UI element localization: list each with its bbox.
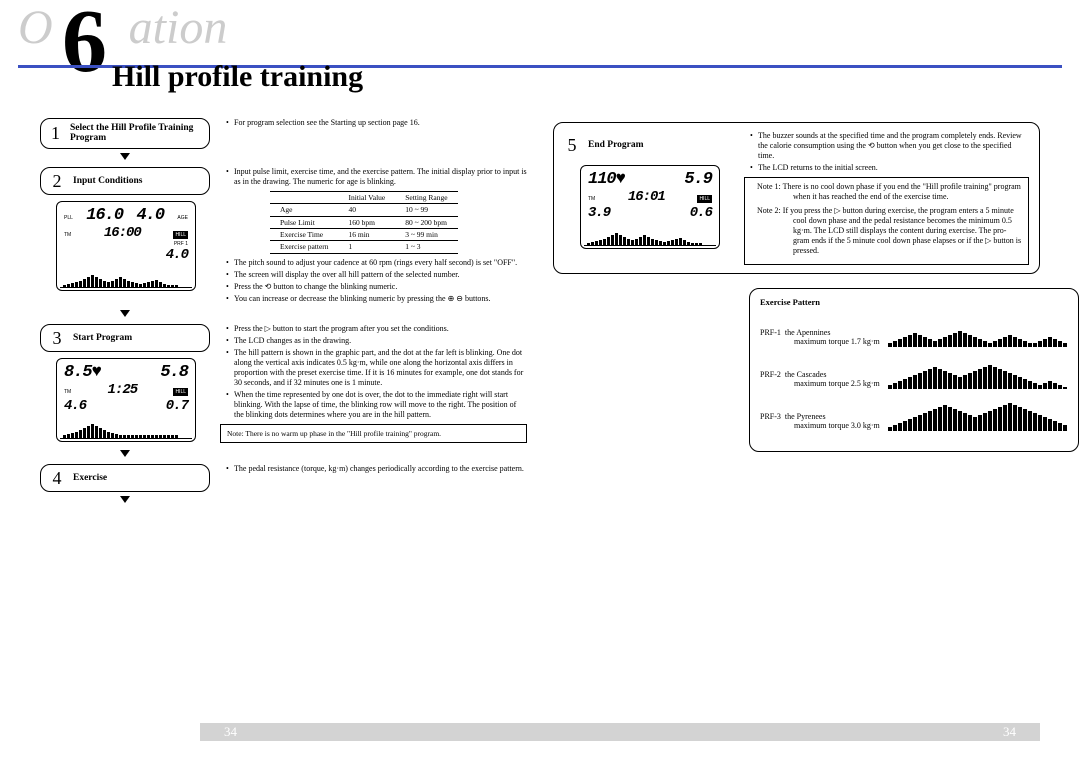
lcd-val: HILL — [697, 195, 712, 203]
lcd-val: 4.6 — [64, 398, 86, 414]
step-3-lcd: 8.5♥5.8 TM1:25HILL 4.60.7 — [56, 358, 196, 442]
step-1-num: 1 — [49, 124, 62, 142]
note-box: Note: There is no warm up phase in the "… — [220, 424, 527, 443]
arrow-icon — [40, 450, 210, 460]
page-title: Hill profile training — [112, 60, 363, 94]
lcd-val: 1:25 — [108, 382, 138, 398]
step-2-row: 2 Input Conditions PLL16.04.0AGE TM16:00… — [40, 167, 527, 306]
decor-suffix: ation — [129, 1, 228, 54]
step-1-pill: 1 Select the Hill Profile Training Progr… — [40, 118, 210, 149]
step-4-desc: The pedal resistance (torque, kg·m) chan… — [220, 464, 527, 476]
lcd-val: 0.6 — [690, 205, 712, 221]
exercise-pattern-box: Exercise Pattern PRF-1 the Apenninesmaxi… — [749, 288, 1079, 452]
bullet: The hill pattern is shown in the graphic… — [226, 348, 527, 388]
decor-o: O — [18, 1, 53, 54]
lcd-val: 4.0 — [136, 206, 164, 225]
bullet: Input pulse limit, exercise time, and th… — [226, 167, 527, 187]
lcd-val: 8.5♥ — [64, 363, 101, 382]
chapter-number: 6 — [62, 0, 107, 93]
arrow-icon — [40, 496, 210, 506]
arrow-icon — [40, 153, 210, 163]
bullet: The LCD returns to the initial screen. — [750, 163, 1029, 173]
step-5-label: End Program — [588, 140, 644, 150]
lcd-val: HILL — [173, 231, 188, 239]
step-1-desc: For program selection see the Starting u… — [220, 118, 527, 130]
step-4-label: Exercise — [73, 473, 107, 483]
step-2-desc: Input pulse limit, exercise time, and th… — [220, 167, 527, 306]
step-5-lcd: 110♥5.9 TM16:01HILL 3.90.6 — [580, 165, 720, 249]
step-5-pill: 5 End Program — [564, 131, 734, 159]
lcd-val: 4.0 — [166, 247, 188, 263]
step-3-num: 3 — [49, 329, 65, 347]
step-4-num: 4 — [49, 469, 65, 487]
bullet: The LCD changes as in the drawing. — [226, 336, 527, 346]
step-4-pill: 4 Exercise — [40, 464, 210, 492]
step-2-lcd: PLL16.04.0AGE TM16:00HILL PRF 1 4.0 — [56, 201, 196, 291]
note-box: Note 1: There is no cool down phase if y… — [744, 177, 1029, 265]
lcd-bars — [60, 417, 192, 439]
step-2-num: 2 — [49, 172, 65, 190]
chapter-decor: O 6 ation — [18, 0, 227, 55]
bullet: Press the ⟲ button to change the blinkin… — [226, 282, 527, 292]
bullet: When the time represented by one dot is … — [226, 390, 527, 420]
page-number-right: 34 — [979, 724, 1040, 740]
lcd-bars — [584, 224, 716, 246]
arrow-icon — [40, 310, 210, 320]
lcd-val: 110♥ — [588, 170, 625, 189]
step-3-pill: 3 Start Program — [40, 324, 210, 352]
conditions-table: Initial ValueSetting RangeAge4010 ~ 99Pu… — [270, 191, 458, 254]
bullet: You can increase or decrease the blinkin… — [226, 294, 527, 304]
lcd-val: 16.0 — [86, 206, 123, 225]
note-2: Note 2: If you press the ▷ button during… — [751, 206, 1022, 256]
step-1-label: Select the Hill Profile Training Program — [70, 123, 201, 144]
bullet: The pitch sound to adjust your cadence a… — [226, 258, 527, 268]
content-columns: 1 Select the Hill Profile Training Progr… — [40, 118, 1040, 510]
pattern-row: PRF-1 the Apenninesmaximum torque 1.7 kg… — [760, 315, 1068, 347]
step-2-label: Input Conditions — [73, 176, 142, 186]
step-5-num: 5 — [564, 136, 580, 154]
lcd-bars — [60, 266, 192, 288]
note-1: Note 1: There is no cool down phase if y… — [751, 182, 1022, 202]
lcd-val: 0.7 — [166, 398, 188, 414]
step-4-row: 4 Exercise The pedal resistance (torque,… — [40, 464, 527, 492]
bullet: Press the ▷ button to start the program … — [226, 324, 527, 334]
bullet: The screen will display the over all hil… — [226, 270, 527, 280]
lcd-val: 16:01 — [628, 189, 665, 205]
step-3-desc: Press the ▷ button to start the program … — [220, 324, 527, 443]
step-3-row: 3 Start Program 8.5♥5.8 TM1:25HILL 4.60.… — [40, 324, 527, 446]
step-1-row: 1 Select the Hill Profile Training Progr… — [40, 118, 527, 149]
lcd-val: HILL — [173, 388, 188, 396]
step-5-box: 5 End Program 110♥5.9 TM16:01HILL 3.90.6… — [553, 122, 1040, 274]
pattern-header: Exercise Pattern — [760, 297, 1068, 307]
bullet: The buzzer sounds at the specified time … — [750, 131, 1029, 161]
pattern-row: PRF-2 the Cascadesmaximum torque 2.5 kg·… — [760, 357, 1068, 389]
lcd-val: 5.8 — [160, 363, 188, 382]
step-5-desc: The buzzer sounds at the specified time … — [744, 131, 1029, 265]
lcd-val: 16:00 — [104, 225, 141, 241]
lcd-val: 5.9 — [684, 170, 712, 189]
bullet: The pedal resistance (torque, kg·m) chan… — [226, 464, 527, 474]
bullet: For program selection see the Starting u… — [226, 118, 527, 128]
right-column: 5 End Program 110♥5.9 TM16:01HILL 3.90.6… — [553, 118, 1040, 510]
lcd-val: 3.9 — [588, 205, 610, 221]
pattern-row: PRF-3 the Pyreneesmaximum torque 3.0 kg·… — [760, 399, 1068, 431]
page-number-left: 34 — [200, 724, 261, 740]
step-2-pill: 2 Input Conditions — [40, 167, 210, 195]
left-column: 1 Select the Hill Profile Training Progr… — [40, 118, 527, 510]
page-footer: 34 34 — [200, 723, 1040, 741]
step-3-label: Start Program — [73, 333, 132, 343]
